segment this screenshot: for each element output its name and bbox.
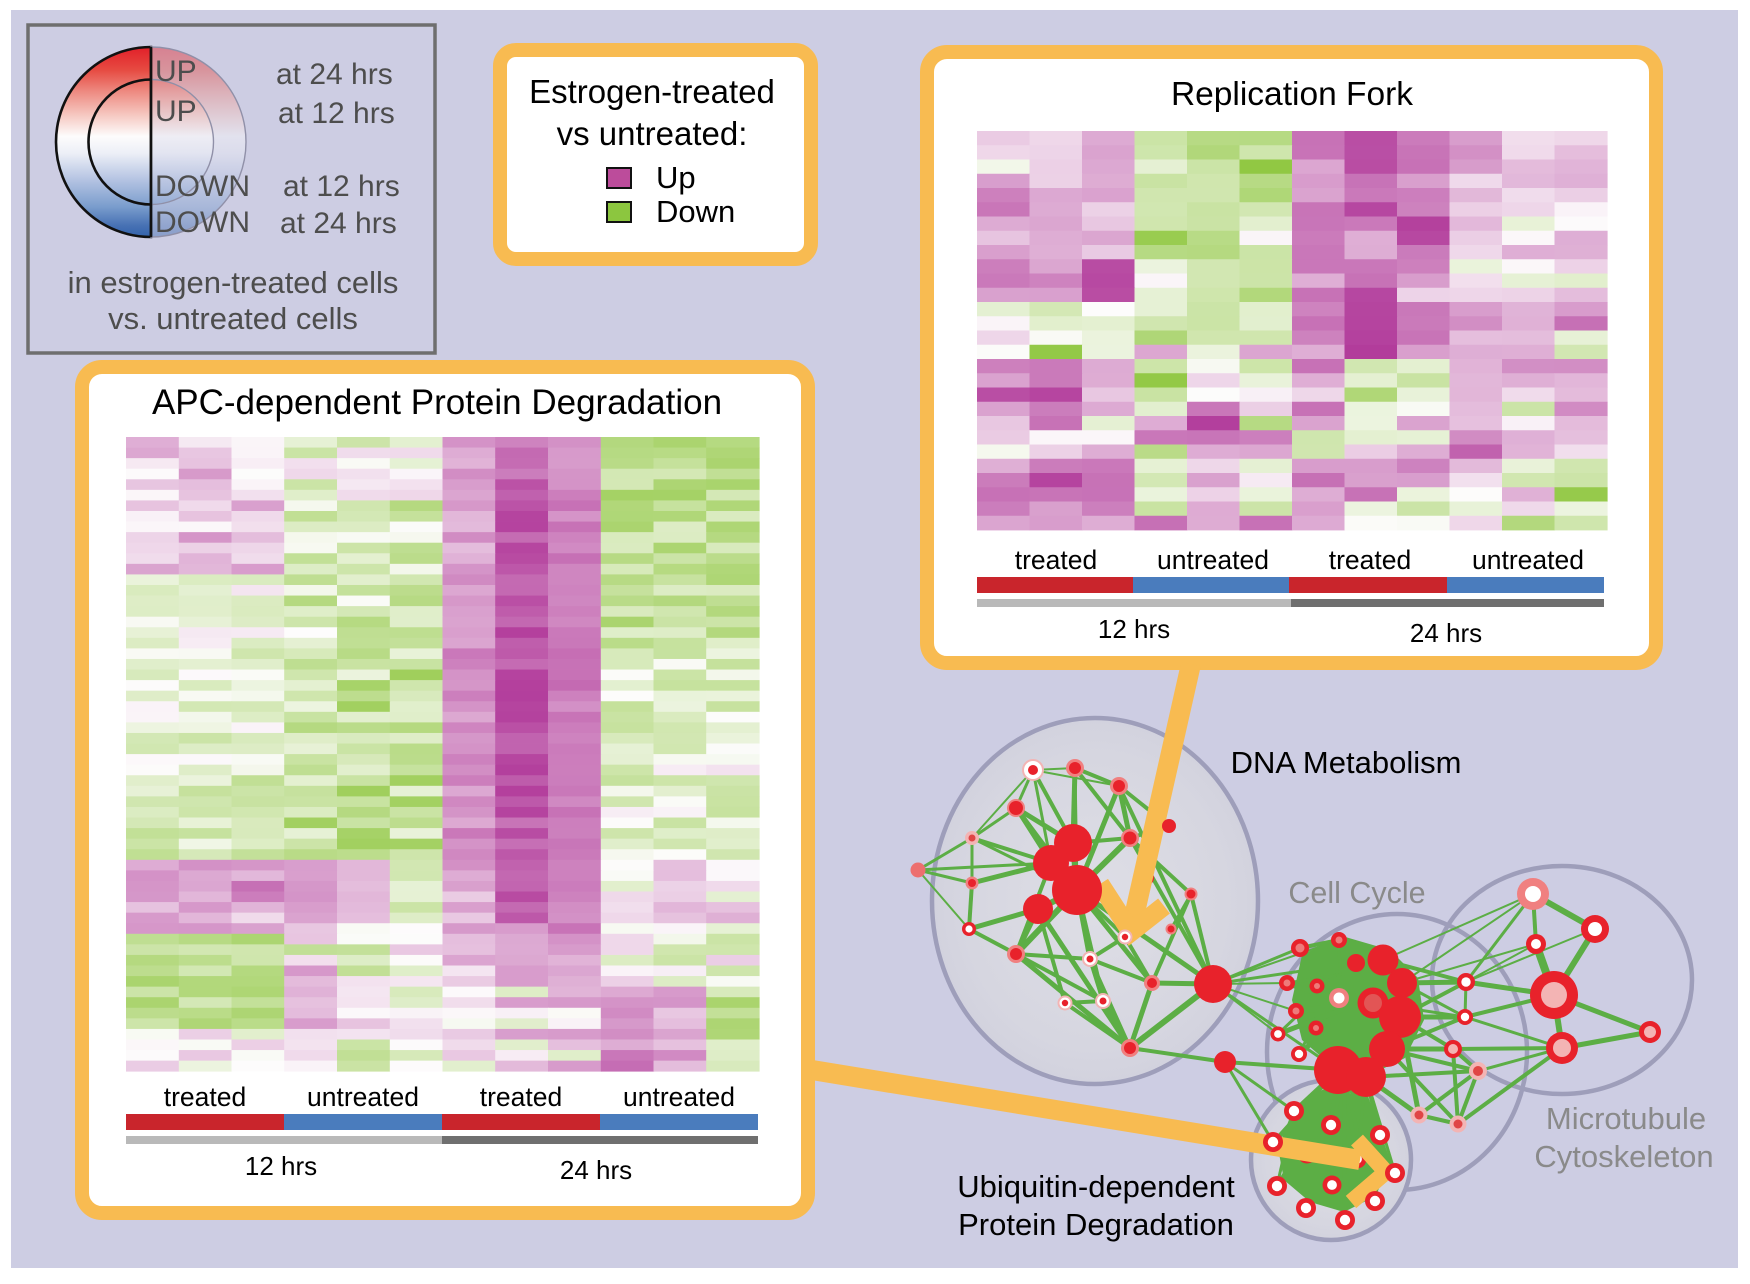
svg-text:vs untreated:: vs untreated: (557, 115, 748, 152)
svg-text:Up: Up (656, 160, 696, 195)
svg-text:Ubiquitin-dependent: Ubiquitin-dependent (957, 1169, 1235, 1204)
svg-text:at 12 hrs: at 12 hrs (283, 170, 400, 203)
svg-text:treated: treated (1329, 545, 1412, 575)
svg-text:at 12 hrs: at 12 hrs (278, 97, 395, 130)
svg-text:Cell Cycle: Cell Cycle (1288, 876, 1425, 910)
svg-text:treated: treated (480, 1082, 563, 1112)
svg-text:APC-dependent Protein Degradat: APC-dependent Protein Degradation (152, 383, 722, 422)
svg-text:24 hrs: 24 hrs (560, 1155, 632, 1185)
svg-text:at 24 hrs: at 24 hrs (280, 207, 397, 240)
svg-text:treated: treated (164, 1082, 247, 1112)
svg-text:in estrogen-treated cells: in estrogen-treated cells (68, 265, 399, 300)
svg-text:DOWN: DOWN (155, 170, 250, 203)
svg-text:Replication Fork: Replication Fork (1171, 76, 1413, 113)
svg-text:treated: treated (1015, 545, 1098, 575)
svg-text:vs. untreated cells: vs. untreated cells (108, 301, 358, 336)
svg-text:UP: UP (155, 95, 197, 128)
svg-text:untreated: untreated (307, 1082, 419, 1112)
svg-text:UP: UP (155, 55, 197, 88)
svg-text:untreated: untreated (623, 1082, 735, 1112)
svg-text:DNA Metabolism: DNA Metabolism (1231, 745, 1462, 780)
svg-text:at 24 hrs: at 24 hrs (276, 58, 393, 91)
svg-text:12 hrs: 12 hrs (245, 1151, 317, 1181)
svg-text:Cytoskeleton: Cytoskeleton (1534, 1139, 1713, 1174)
svg-text:untreated: untreated (1157, 545, 1269, 575)
svg-text:Protein Degradation: Protein Degradation (958, 1207, 1234, 1242)
svg-text:12 hrs: 12 hrs (1098, 614, 1170, 644)
svg-text:Estrogen-treated: Estrogen-treated (529, 73, 775, 110)
svg-text:Down: Down (656, 194, 735, 229)
svg-text:untreated: untreated (1472, 545, 1584, 575)
svg-text:24 hrs: 24 hrs (1410, 618, 1482, 648)
svg-text:Microtubule: Microtubule (1546, 1101, 1706, 1136)
svg-text:DOWN: DOWN (155, 206, 250, 239)
